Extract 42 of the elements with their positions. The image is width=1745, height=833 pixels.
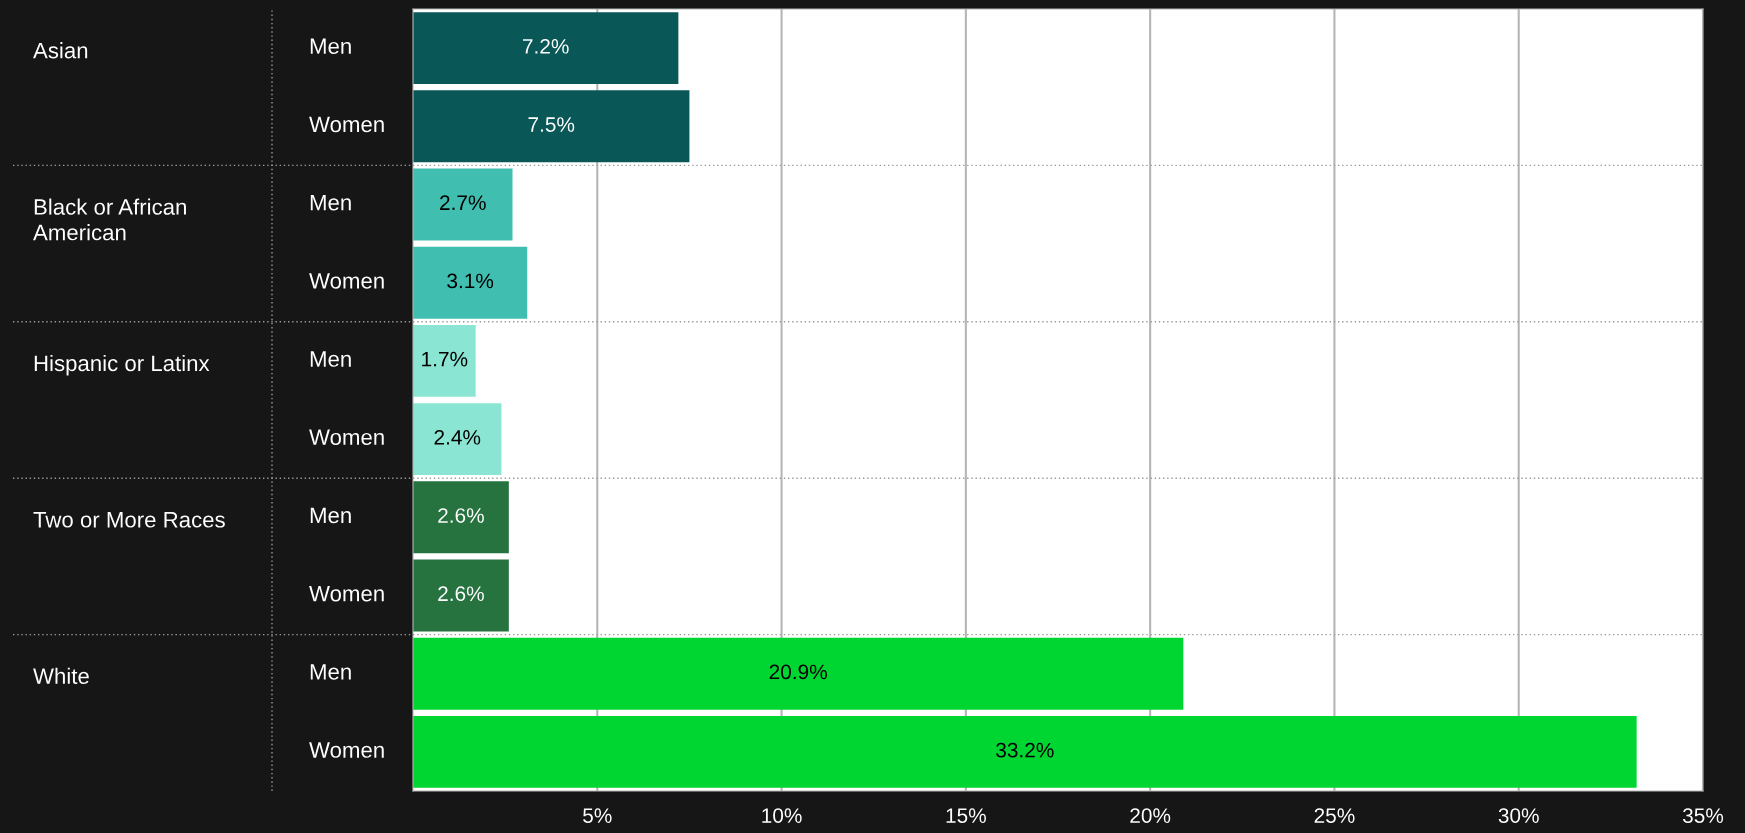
bar <box>413 637 1184 710</box>
y-tick-label: Men <box>310 351 351 367</box>
x-tick-label: 20% <box>1130 808 1171 823</box>
y-tick-label: Women <box>309 273 384 289</box>
data-label: 7.5% <box>528 117 575 132</box>
y-tick-label: Men <box>310 38 351 55</box>
data-label: 2.7% <box>440 195 486 211</box>
bar <box>413 12 679 85</box>
bar <box>413 168 513 241</box>
bar <box>413 246 528 319</box>
bar <box>413 559 509 632</box>
data-label: 3.1% <box>447 273 494 289</box>
x-tick-label: 5% <box>583 808 612 823</box>
text: Hispanic or Latinx <box>34 354 210 376</box>
data-label: 2.6% <box>438 586 484 602</box>
bar <box>413 90 690 163</box>
text: Asian <box>33 42 88 59</box>
y-tick-label: Men <box>310 194 351 211</box>
data-label: 20.9% <box>769 664 827 680</box>
bar <box>413 481 509 554</box>
x-tick-label: 15% <box>946 808 986 823</box>
y-tick-label: Women <box>309 585 384 602</box>
text: Two or More Races <box>33 512 225 528</box>
y-tick-label: Women <box>309 742 384 758</box>
bar <box>413 324 476 397</box>
data-label: 1.7% <box>422 351 468 367</box>
bar <box>413 715 1637 788</box>
y-tick-label: Women <box>309 116 384 133</box>
bar <box>413 403 502 476</box>
text: Black or African American <box>33 198 186 241</box>
data-label: 7.2% <box>523 38 569 54</box>
data-label: 2.4% <box>434 429 481 445</box>
y-tick-label: Men <box>310 507 351 524</box>
data-label: 2.6% <box>438 508 484 523</box>
y-tick-label: Men <box>310 664 351 680</box>
data-label: 33.2% <box>996 742 1054 758</box>
x-tick-label: 25% <box>1314 808 1355 823</box>
text: White <box>33 667 89 685</box>
x-tick-label: 30% <box>1498 808 1539 823</box>
x-tick-label: 10% <box>762 808 802 823</box>
y-tick-label: Women <box>309 429 384 446</box>
x-tick-label: 35% <box>1682 808 1724 823</box>
